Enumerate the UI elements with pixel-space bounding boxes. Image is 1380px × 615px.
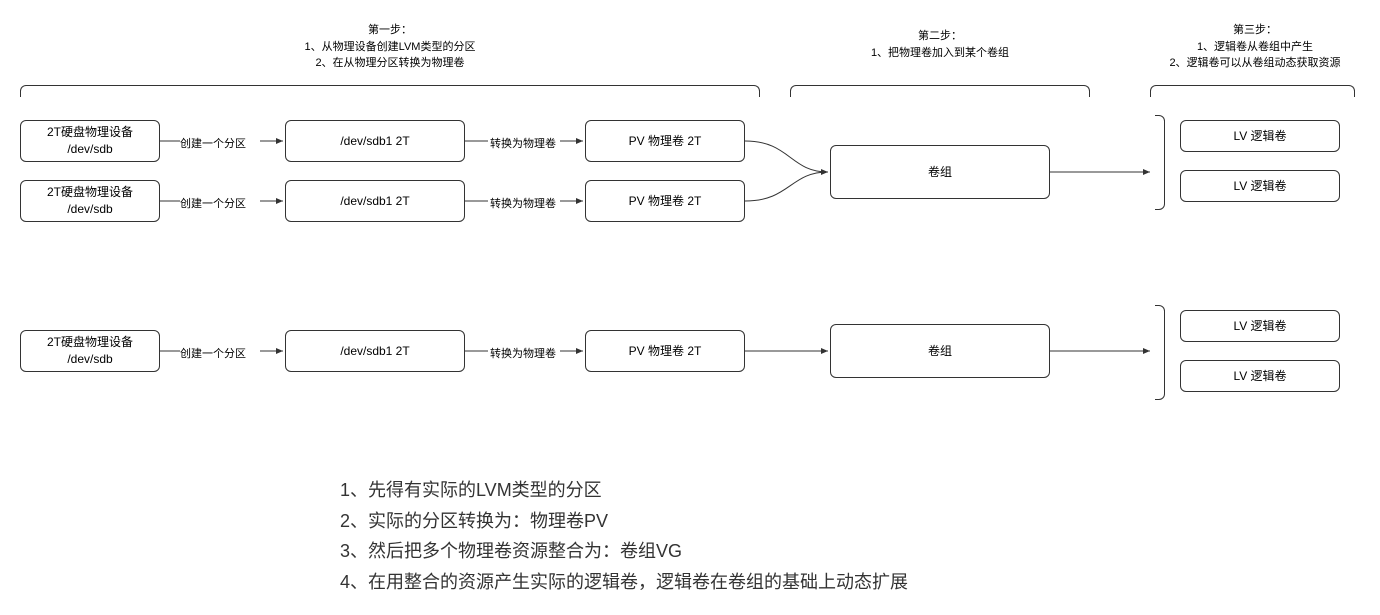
lv-2-text: LV 逻辑卷 (1233, 178, 1286, 195)
disk-1-line2: /dev/sdb (67, 141, 112, 158)
edge-to-pv-2: 转换为物理卷 (490, 195, 556, 211)
lv-2: LV 逻辑卷 (1180, 170, 1340, 202)
part-1-text: /dev/sdb1 2T (340, 133, 409, 150)
pv-1-text: PV 物理卷 2T (629, 133, 702, 150)
step-two-line1: 1、把物理卷加入到某个卷组 (830, 45, 1050, 62)
summary-l2: 2、实际的分区转换为：物理卷PV (340, 506, 908, 537)
step-three-line1: 1、逻辑卷从卷组中产生 (1145, 39, 1365, 56)
step-three-label: 第三步： 1、逻辑卷从卷组中产生 2、逻辑卷可以从卷组动态获取资源 (1145, 22, 1365, 72)
brace-step-two (790, 85, 1090, 97)
pv-1: PV 物理卷 2T (585, 120, 745, 162)
summary-l3: 3、然后把多个物理卷资源整合为：卷组VG (340, 536, 908, 567)
step-three-title: 第三步： (1145, 22, 1365, 39)
step-two-title: 第二步： (830, 28, 1050, 45)
disk-2-line2: /dev/sdb (67, 201, 112, 218)
disk-3-line2: /dev/sdb (67, 351, 112, 368)
lv-4-text: LV 逻辑卷 (1233, 368, 1286, 385)
lv-3-text: LV 逻辑卷 (1233, 318, 1286, 335)
part-2-text: /dev/sdb1 2T (340, 193, 409, 210)
vg-2: 卷组 (830, 324, 1050, 378)
edge-create-part-2: 创建一个分区 (180, 195, 246, 211)
brace-lv-bottom (1155, 305, 1165, 400)
brace-lv-top (1155, 115, 1165, 210)
part-3: /dev/sdb1 2T (285, 330, 465, 372)
step-three-line2: 2、逻辑卷可以从卷组动态获取资源 (1145, 55, 1365, 72)
summary-text: 1、先得有实际的LVM类型的分区 2、实际的分区转换为：物理卷PV 3、然后把多… (340, 475, 908, 597)
disk-2-line1: 2T硬盘物理设备 (47, 184, 133, 201)
edge-create-part-3: 创建一个分区 (180, 345, 246, 361)
edge-to-pv-3: 转换为物理卷 (490, 345, 556, 361)
part-1: /dev/sdb1 2T (285, 120, 465, 162)
step-two-label: 第二步： 1、把物理卷加入到某个卷组 (830, 28, 1050, 61)
summary-l1: 1、先得有实际的LVM类型的分区 (340, 475, 908, 506)
step-one-line2: 2、在从物理分区转换为物理卷 (260, 55, 520, 72)
brace-step-one (20, 85, 760, 97)
pv-3: PV 物理卷 2T (585, 330, 745, 372)
lv-1: LV 逻辑卷 (1180, 120, 1340, 152)
lv-1-text: LV 逻辑卷 (1233, 128, 1286, 145)
step-one-title: 第一步： (260, 22, 520, 39)
part-2: /dev/sdb1 2T (285, 180, 465, 222)
part-3-text: /dev/sdb1 2T (340, 343, 409, 360)
disk-2: 2T硬盘物理设备 /dev/sdb (20, 180, 160, 222)
vg-1: 卷组 (830, 145, 1050, 199)
edge-to-pv-1: 转换为物理卷 (490, 135, 556, 151)
lv-3: LV 逻辑卷 (1180, 310, 1340, 342)
step-one-label: 第一步： 1、从物理设备创建LVM类型的分区 2、在从物理分区转换为物理卷 (260, 22, 520, 72)
vg-2-text: 卷组 (928, 343, 952, 360)
vg-1-text: 卷组 (928, 164, 952, 181)
disk-1-line1: 2T硬盘物理设备 (47, 124, 133, 141)
summary-l4: 4、在用整合的资源产生实际的逻辑卷，逻辑卷在卷组的基础上动态扩展 (340, 567, 908, 598)
lv-4: LV 逻辑卷 (1180, 360, 1340, 392)
step-one-line1: 1、从物理设备创建LVM类型的分区 (260, 39, 520, 56)
disk-1: 2T硬盘物理设备 /dev/sdb (20, 120, 160, 162)
pv-3-text: PV 物理卷 2T (629, 343, 702, 360)
pv-2: PV 物理卷 2T (585, 180, 745, 222)
disk-3-line1: 2T硬盘物理设备 (47, 334, 133, 351)
disk-3: 2T硬盘物理设备 /dev/sdb (20, 330, 160, 372)
edge-create-part-1: 创建一个分区 (180, 135, 246, 151)
pv-2-text: PV 物理卷 2T (629, 193, 702, 210)
brace-step-three (1150, 85, 1355, 97)
